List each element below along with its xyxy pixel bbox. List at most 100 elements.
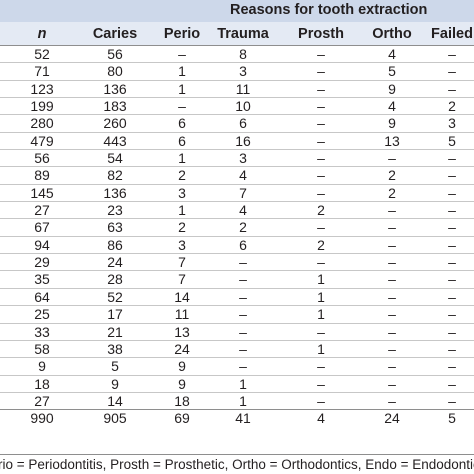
- cell-n: 35: [34, 271, 50, 288]
- cell-failed: –: [448, 340, 456, 357]
- cell-failed: –: [448, 63, 456, 80]
- cell-ortho: –: [388, 288, 396, 305]
- cell-prosth: –: [317, 80, 325, 97]
- cell-perio: 69: [174, 410, 190, 427]
- column-header-prosth: Prosth: [298, 26, 344, 42]
- cell-trauma: –: [239, 271, 247, 288]
- table-group-header: Reasons for tooth extraction: [0, 0, 474, 22]
- cell-perio: –: [178, 46, 186, 62]
- cell-n: 94: [34, 236, 50, 253]
- cell-n: 199: [30, 98, 54, 115]
- cell-n: 64: [34, 288, 50, 305]
- cell-perio: 7: [178, 271, 186, 288]
- cell-perio: 7: [178, 254, 186, 271]
- table-row: 9 5 9 – – – –: [0, 357, 474, 374]
- cell-trauma: 4: [239, 202, 247, 219]
- cell-prosth: –: [317, 323, 325, 340]
- cell-n: 33: [34, 323, 50, 340]
- cell-n: 52: [34, 46, 50, 62]
- cell-ortho: 9: [388, 80, 396, 97]
- cell-failed: –: [448, 358, 456, 375]
- cell-n: 123: [30, 80, 54, 97]
- cell-trauma: 3: [239, 150, 247, 167]
- cell-n: 67: [34, 219, 50, 236]
- cell-caries: 82: [107, 167, 123, 184]
- cell-perio: 1: [178, 63, 186, 80]
- cell-perio: 24: [174, 340, 190, 357]
- table-body: 52 56–8–4–71 80 1 3–5–123 136 1 11–9–199 183–10–…: [0, 45, 474, 427]
- cell-prosth: –: [317, 98, 325, 115]
- cell-n: 27: [34, 202, 50, 219]
- cell-ortho: –: [388, 306, 396, 323]
- cell-caries: 54: [107, 150, 123, 167]
- cell-prosth: –: [317, 63, 325, 80]
- cell-failed: 5: [448, 410, 456, 427]
- cell-trauma: 1: [239, 392, 247, 409]
- cell-failed: –: [448, 219, 456, 236]
- cell-perio: 1: [178, 202, 186, 219]
- cell-ortho: –: [388, 340, 396, 357]
- cell-trauma: –: [239, 288, 247, 305]
- cell-failed: –: [448, 80, 456, 97]
- cell-ortho: 4: [388, 46, 396, 62]
- table-row: 123 136 1 11–9–: [0, 79, 474, 97]
- cell-perio: 6: [178, 132, 186, 149]
- cell-failed: –: [448, 392, 456, 409]
- cell-caries: 23: [107, 202, 123, 219]
- cell-caries: 260: [103, 115, 127, 132]
- cell-caries: 5: [111, 358, 119, 375]
- table-row: 89 82 2 4 – 2 –: [0, 166, 474, 183]
- footnote-area: rio = Periodontitis, Prosth = Prosthetic…: [0, 454, 474, 474]
- cell-trauma: 16: [235, 132, 251, 149]
- table-row: 52 56 – 8 – 4 –: [0, 45, 474, 62]
- cell-caries: 38: [107, 340, 123, 357]
- cell-ortho: –: [388, 236, 396, 253]
- cell-trauma: 4: [239, 167, 247, 184]
- column-header-trauma: Trauma: [217, 26, 269, 42]
- cell-ortho: 2: [388, 167, 396, 184]
- cell-failed: –: [448, 236, 456, 253]
- cell-prosth: –: [317, 150, 325, 167]
- cell-trauma: –: [239, 254, 247, 271]
- table-row: 35 28 7 – 1 – –: [0, 270, 474, 287]
- cell-caries: 52: [107, 288, 123, 305]
- cell-caries: 9: [111, 375, 119, 392]
- table-row: 145 136 3 7 – 2 –: [0, 183, 474, 201]
- cell-trauma: 41: [235, 410, 251, 427]
- cell-prosth: 1: [317, 271, 325, 288]
- cell-ortho: –: [388, 271, 396, 288]
- cell-perio: 1: [178, 150, 186, 167]
- column-header-failed: Failed: [431, 26, 473, 42]
- cell-failed: –: [448, 306, 456, 323]
- column-header-perio: Perio: [163, 26, 201, 42]
- cell-trauma: 11: [235, 80, 251, 97]
- cell-trauma: 1: [239, 375, 247, 392]
- cell-n: 71: [34, 63, 50, 80]
- cell-prosth: –: [317, 115, 325, 132]
- table-row: 18 9 9 1 – – –: [0, 374, 474, 392]
- cell-perio: 2: [178, 167, 186, 184]
- group-title: Reasons for tooth extraction: [230, 2, 428, 18]
- cell-perio: 3: [178, 236, 186, 253]
- cell-n: 29: [34, 254, 50, 271]
- cell-prosth: –: [317, 358, 325, 375]
- cell-trauma: –: [239, 306, 247, 323]
- cell-ortho: –: [388, 375, 396, 392]
- cell-perio: 11: [174, 306, 190, 323]
- cell-ortho: –: [388, 150, 396, 167]
- cell-trauma: –: [239, 323, 247, 340]
- cell-n: 990: [30, 410, 54, 427]
- cell-ortho: 2: [388, 184, 396, 201]
- cell-trauma: 2: [239, 219, 247, 236]
- cell-failed: –: [448, 184, 456, 201]
- table-row: 56 54 1 3 – – –: [0, 149, 474, 166]
- cell-failed: –: [448, 254, 456, 271]
- cell-prosth: –: [317, 132, 325, 149]
- column-header-n: n: [37, 26, 47, 42]
- table-row: 479 443 6 16 – 13 5: [0, 131, 474, 149]
- cell-failed: –: [448, 271, 456, 288]
- cell-prosth: –: [317, 375, 325, 392]
- cell-perio: 13: [174, 323, 190, 340]
- cell-caries: 443: [103, 132, 127, 149]
- table-row: 94 86 3 6 2 – –: [0, 235, 474, 253]
